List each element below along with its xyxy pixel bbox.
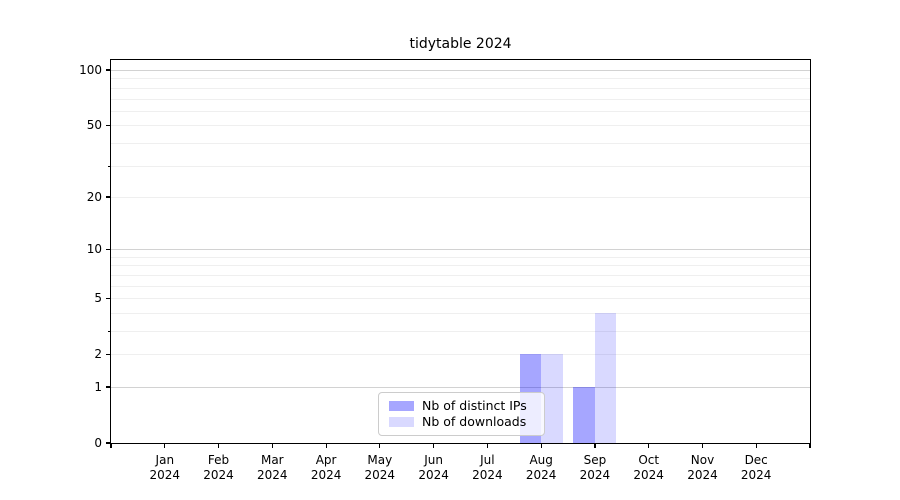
x-tick-mark (164, 444, 166, 448)
legend-swatch-downloads (389, 417, 414, 427)
x-tick-mark (486, 444, 489, 448)
x-tick-label: Jan 2024 (149, 453, 181, 482)
gridline-minor (111, 331, 810, 332)
gridline-minor (111, 312, 810, 314)
y-tick-label: 50 (86, 118, 102, 133)
legend: Nb of distinct IPs Nb of downloads (378, 392, 545, 436)
gridline-major (111, 70, 810, 71)
x-tick-mark (271, 444, 273, 448)
gridline-minor (111, 98, 810, 100)
y-tick-mark (106, 386, 110, 388)
y-tick-mark (106, 353, 110, 355)
x-tick-label: Jun 2024 (418, 453, 449, 482)
x-tick-label: Apr 2024 (310, 453, 342, 482)
gridline-minor (111, 256, 810, 258)
legend-swatch-distinct-ips (389, 401, 414, 411)
y-tick-label: 100 (79, 63, 102, 77)
x-tick-label: Dec 2024 (740, 453, 772, 482)
x-tick-label: Nov 2024 (687, 453, 718, 482)
y-tick-label: 10 (86, 242, 102, 257)
y-tick-label: 1 (94, 380, 102, 394)
bar-downloads (594, 312, 617, 443)
gridline-minor (111, 298, 810, 300)
plot-area (111, 60, 810, 443)
x-tick-mark (540, 444, 542, 448)
gridline-major (111, 249, 810, 251)
x-tick-mark (325, 444, 327, 448)
x-tick-mark (809, 444, 811, 448)
x-tick-label: Mar 2024 (257, 453, 288, 482)
gridline-minor (111, 165, 810, 167)
legend-item-downloads: Nb of downloads (389, 415, 536, 429)
y-tick-mark (106, 124, 110, 126)
x-tick-label: May 2024 (364, 453, 396, 482)
x-tick-mark (433, 444, 435, 448)
x-tick-mark (755, 444, 757, 448)
legend-label-distinct-ips: Nb of distinct IPs (422, 398, 527, 413)
x-tick-mark (594, 444, 596, 448)
gridline-minor (111, 142, 810, 144)
bar-downloads (541, 354, 563, 443)
x-tick-label: Feb 2024 (203, 453, 234, 482)
x-tick-mark (701, 444, 704, 448)
gridline-minor (111, 354, 810, 356)
x-tick-mark (110, 444, 112, 448)
y-tick-mark (106, 442, 110, 444)
gridline-minor (111, 125, 810, 127)
legend-label-downloads: Nb of downloads (422, 414, 527, 429)
y-tick-label: 5 (94, 291, 102, 306)
legend-item-distinct-ips: Nb of distinct IPs (389, 399, 536, 413)
x-tick-mark (217, 444, 220, 448)
x-tick-label: Sep 2024 (579, 453, 611, 482)
gridline-minor (111, 87, 810, 89)
gridline-minor (111, 110, 810, 112)
x-tick-label: Jul 2024 (472, 453, 503, 482)
bar-distinct-ips (573, 387, 595, 443)
y-tick-label: 2 (94, 347, 102, 362)
gridline-minor (111, 274, 810, 276)
y-tick-mark (106, 248, 110, 250)
y-tick-label: 20 (86, 189, 102, 204)
y-tick-mark (106, 196, 110, 198)
y-tick-label: 0 (94, 436, 102, 450)
chart-title: tidytable 2024 (409, 36, 512, 52)
y-tick-mark (106, 297, 110, 299)
y-minor-tick-mark (107, 165, 110, 167)
x-tick-label: Aug 2024 (525, 453, 557, 482)
gridline-major (111, 387, 810, 388)
gridline-minor (111, 285, 810, 287)
y-tick-mark (106, 69, 110, 71)
x-tick-mark (379, 444, 381, 448)
gridline-minor (111, 78, 810, 80)
x-tick-mark (648, 444, 650, 448)
gridline-minor (111, 265, 810, 267)
y-minor-tick-mark (107, 331, 110, 332)
gridline-minor (111, 196, 810, 198)
x-tick-label: Oct 2024 (633, 453, 664, 482)
